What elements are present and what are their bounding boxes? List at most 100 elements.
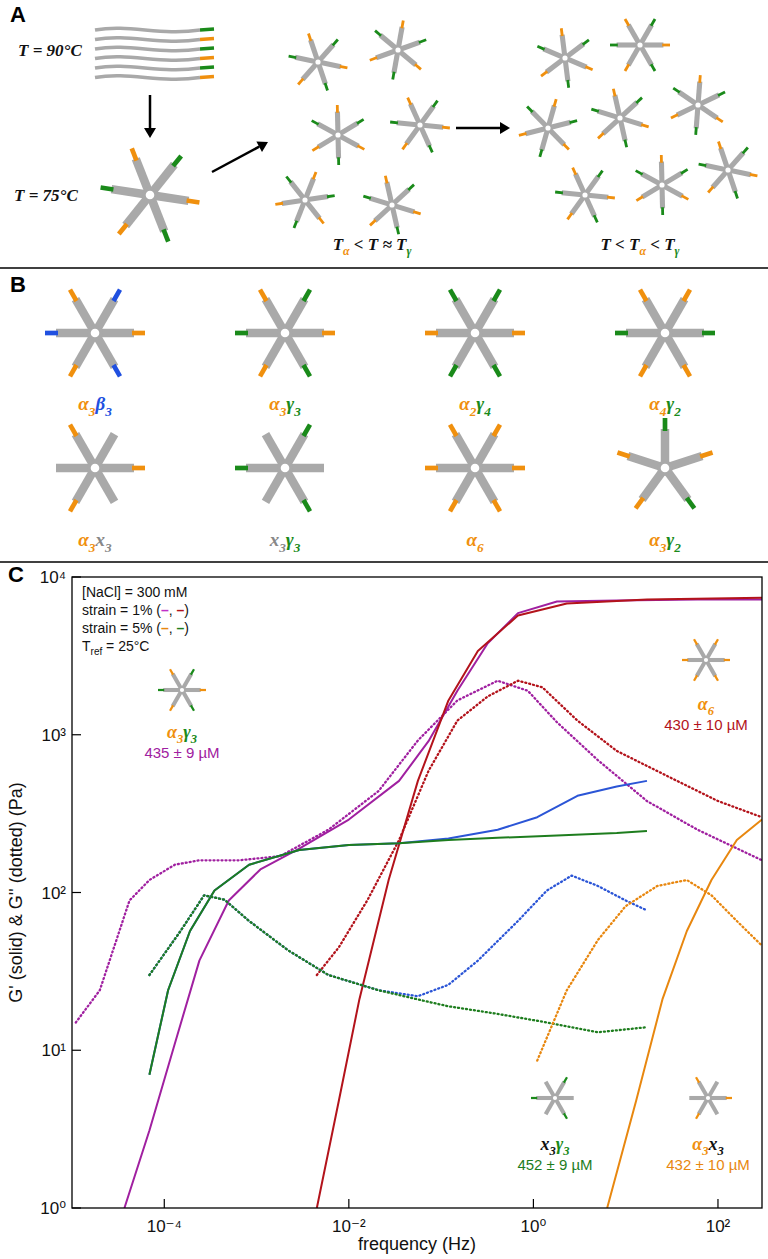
star-arm: [341, 123, 358, 134]
y-tick-label: 10⁰: [40, 1199, 66, 1218]
star-arm: [668, 337, 685, 366]
text-run: γ: [286, 393, 294, 414]
sticky-end: [671, 115, 678, 118]
sample-label: α3x3: [692, 1134, 724, 1158]
star-arm: [679, 92, 696, 104]
sticky-end: [594, 215, 597, 222]
text-run: T: [664, 235, 675, 254]
sticky-end: [393, 72, 394, 80]
text-run: 3: [293, 540, 301, 555]
sticky-end: [615, 331, 628, 336]
star-arm: [701, 95, 719, 104]
sticky-end: [289, 56, 297, 58]
star-arm: [542, 131, 548, 151]
sticky-end: [298, 79, 303, 85]
nanostar: [671, 75, 725, 135]
text-run: 2: [673, 540, 681, 555]
sticky-end: [191, 669, 194, 674]
sticky-end: [45, 331, 58, 336]
star-arm: [709, 1082, 717, 1096]
sticky-end: [702, 331, 715, 336]
nanostar: [235, 425, 324, 512]
star-hub: [279, 327, 291, 339]
sticky-end: [494, 290, 501, 301]
arrow-shaft: [212, 147, 259, 172]
star-arm: [173, 674, 181, 688]
star-hub: [705, 1095, 711, 1101]
sticky-end: [304, 425, 311, 436]
text-run: α: [459, 393, 470, 414]
sticky-end: [70, 425, 77, 436]
sticky-end: [200, 48, 214, 49]
star-hub: [724, 166, 731, 173]
text-run: x: [707, 1134, 717, 1154]
sticky-end: [696, 1113, 699, 1118]
sticky-end: [673, 88, 679, 92]
star-arm: [266, 299, 283, 328]
sticky-end: [200, 67, 214, 68]
star-arm: [335, 112, 341, 132]
star-hub: [694, 101, 701, 108]
sticky-end: [583, 40, 589, 45]
text-run: 3: [104, 404, 112, 419]
star-label: x3γ3: [269, 529, 301, 555]
star-arm: [421, 128, 429, 147]
star-arm: [375, 207, 390, 221]
sticky-end: [200, 39, 214, 40]
sticky-end: [433, 101, 438, 107]
sticky-end: [286, 177, 291, 183]
sticky-end: [607, 196, 615, 200]
star-arm: [393, 208, 398, 228]
nanostar: [591, 89, 648, 148]
star-arm: [290, 182, 303, 198]
star-arm: [76, 299, 93, 328]
star-arm: [296, 203, 303, 222]
text-run: 3: [104, 540, 112, 555]
sticky-end: [718, 142, 720, 149]
sticky-end: [325, 83, 327, 90]
sticky-end: [750, 174, 758, 176]
star-arm: [184, 688, 200, 692]
nanostar: [682, 639, 730, 681]
sticky-end: [684, 365, 691, 376]
sticky-end: [694, 127, 697, 135]
text-run: x: [269, 529, 280, 550]
star-arm: [401, 42, 420, 49]
sticky-end: [132, 466, 145, 471]
sticky-end: [573, 168, 576, 175]
figure: ABCT = 90°CT = 75°CTα < T ≈ TγT < Tα < T…: [0, 0, 768, 1259]
star-arm: [546, 1100, 554, 1114]
sticky-end: [660, 155, 663, 163]
sticky-end: [419, 40, 426, 43]
sticky-end: [681, 169, 688, 173]
text-run: –: [161, 602, 169, 618]
star-arm: [478, 434, 495, 463]
star-arm: [730, 152, 744, 167]
nanostar: [617, 418, 712, 508]
star-arm: [246, 464, 280, 473]
text-run: <: [650, 235, 660, 254]
star-hub: [301, 196, 308, 203]
sticky-end: [200, 689, 206, 691]
star-arm: [288, 472, 305, 501]
sticky-end: [640, 365, 647, 376]
text-run: strain = 5% (: [82, 620, 161, 636]
text-run: T: [396, 235, 407, 254]
star-arm: [677, 106, 695, 115]
nanostar: [689, 1077, 732, 1119]
star-arm: [622, 102, 637, 116]
sticky-end: [735, 191, 737, 198]
star-arm: [100, 329, 134, 338]
star-arm: [394, 189, 409, 203]
star-arm: [478, 472, 495, 501]
nanostar: [289, 34, 348, 91]
star-arm: [246, 329, 280, 338]
y-tick-label: 10²: [41, 884, 66, 903]
nanostar: [390, 98, 450, 153]
sticky-end: [625, 140, 627, 148]
star-arm: [290, 464, 324, 473]
star-arm: [532, 111, 546, 126]
text-run: T: [629, 235, 640, 254]
star-arm: [155, 196, 189, 201]
text-run: x: [539, 1134, 549, 1154]
